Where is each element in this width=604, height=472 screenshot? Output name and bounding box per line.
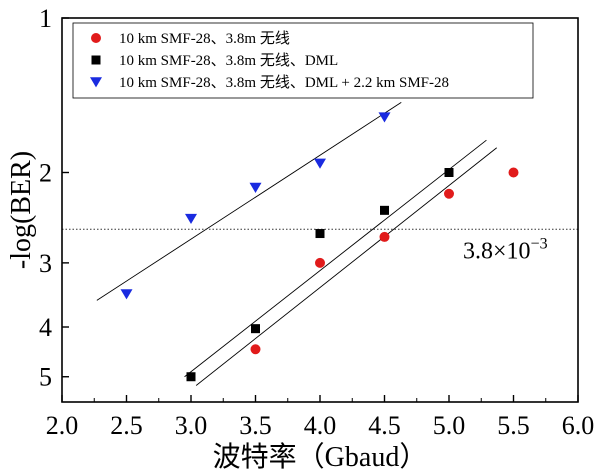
data-point bbox=[250, 344, 261, 355]
y-axis: 1 2 3 4 5 bbox=[39, 4, 69, 392]
data-point bbox=[444, 168, 454, 178]
x-tick-label: 4.5 bbox=[368, 411, 401, 440]
threshold-label-base: 3.8×10 bbox=[463, 238, 531, 264]
x-tick-label: 2.5 bbox=[110, 411, 143, 440]
data-point bbox=[315, 229, 325, 239]
data-marks bbox=[120, 112, 519, 382]
series-2 bbox=[120, 112, 391, 300]
x-tick-label: 4.0 bbox=[304, 411, 337, 440]
y-axis-title: -log(BER) bbox=[6, 151, 37, 269]
x-axis: 2.0 2.5 3.0 3.5 4.0 4.5 5.0 5.5 6.0 bbox=[46, 395, 595, 440]
data-point bbox=[379, 231, 390, 242]
legend-marker bbox=[91, 33, 101, 43]
legend: 10 km SMF-28、3.8m 无线 10 km SMF-28、3.8m 无线… bbox=[72, 22, 534, 99]
fit-line bbox=[195, 147, 498, 386]
fit-line bbox=[96, 101, 402, 301]
legend-marker bbox=[90, 77, 102, 88]
legend-marker bbox=[91, 55, 101, 65]
threshold-label-exponent: −3 bbox=[531, 235, 548, 252]
x-tick-label: 5.5 bbox=[497, 411, 530, 440]
data-point bbox=[186, 372, 196, 382]
legend-box bbox=[72, 22, 534, 99]
x-tick-label: 3.0 bbox=[175, 411, 208, 440]
data-point bbox=[315, 257, 325, 268]
data-point bbox=[120, 289, 133, 300]
data-point bbox=[380, 205, 389, 215]
fit-lines bbox=[96, 101, 498, 386]
legend-label: 10 km SMF-28、3.8m 无线 bbox=[119, 30, 290, 47]
y-tick-label: 4 bbox=[39, 313, 52, 342]
y-tick-label: 5 bbox=[39, 363, 52, 392]
x-tick-label: 5.0 bbox=[433, 411, 466, 440]
data-point bbox=[251, 324, 260, 334]
series-1 bbox=[186, 168, 454, 382]
x-axis-title: 波特率（Gbaud） bbox=[213, 441, 428, 472]
legend-label: 10 km SMF-28、3.8m 无线、DML bbox=[119, 52, 338, 69]
data-point bbox=[444, 188, 454, 199]
data-point bbox=[378, 112, 391, 123]
fit-line bbox=[184, 139, 487, 378]
y-tick-label: 3 bbox=[39, 249, 52, 278]
data-point bbox=[249, 182, 262, 193]
x-tick-label: 2.0 bbox=[46, 411, 79, 440]
y-tick-label: 1 bbox=[39, 4, 52, 33]
data-point bbox=[314, 158, 326, 169]
data-point bbox=[508, 167, 519, 178]
threshold-label: 3.8×10−3 bbox=[463, 235, 548, 264]
legend-label: 10 km SMF-28、3.8m 无线、DML + 2.2 km SMF-28 bbox=[119, 74, 449, 91]
y-tick-label: 2 bbox=[39, 159, 52, 188]
series-0 bbox=[250, 167, 519, 355]
data-point bbox=[185, 213, 197, 225]
x-tick-label: 3.5 bbox=[239, 411, 272, 440]
x-tick-label: 6.0 bbox=[562, 411, 595, 440]
